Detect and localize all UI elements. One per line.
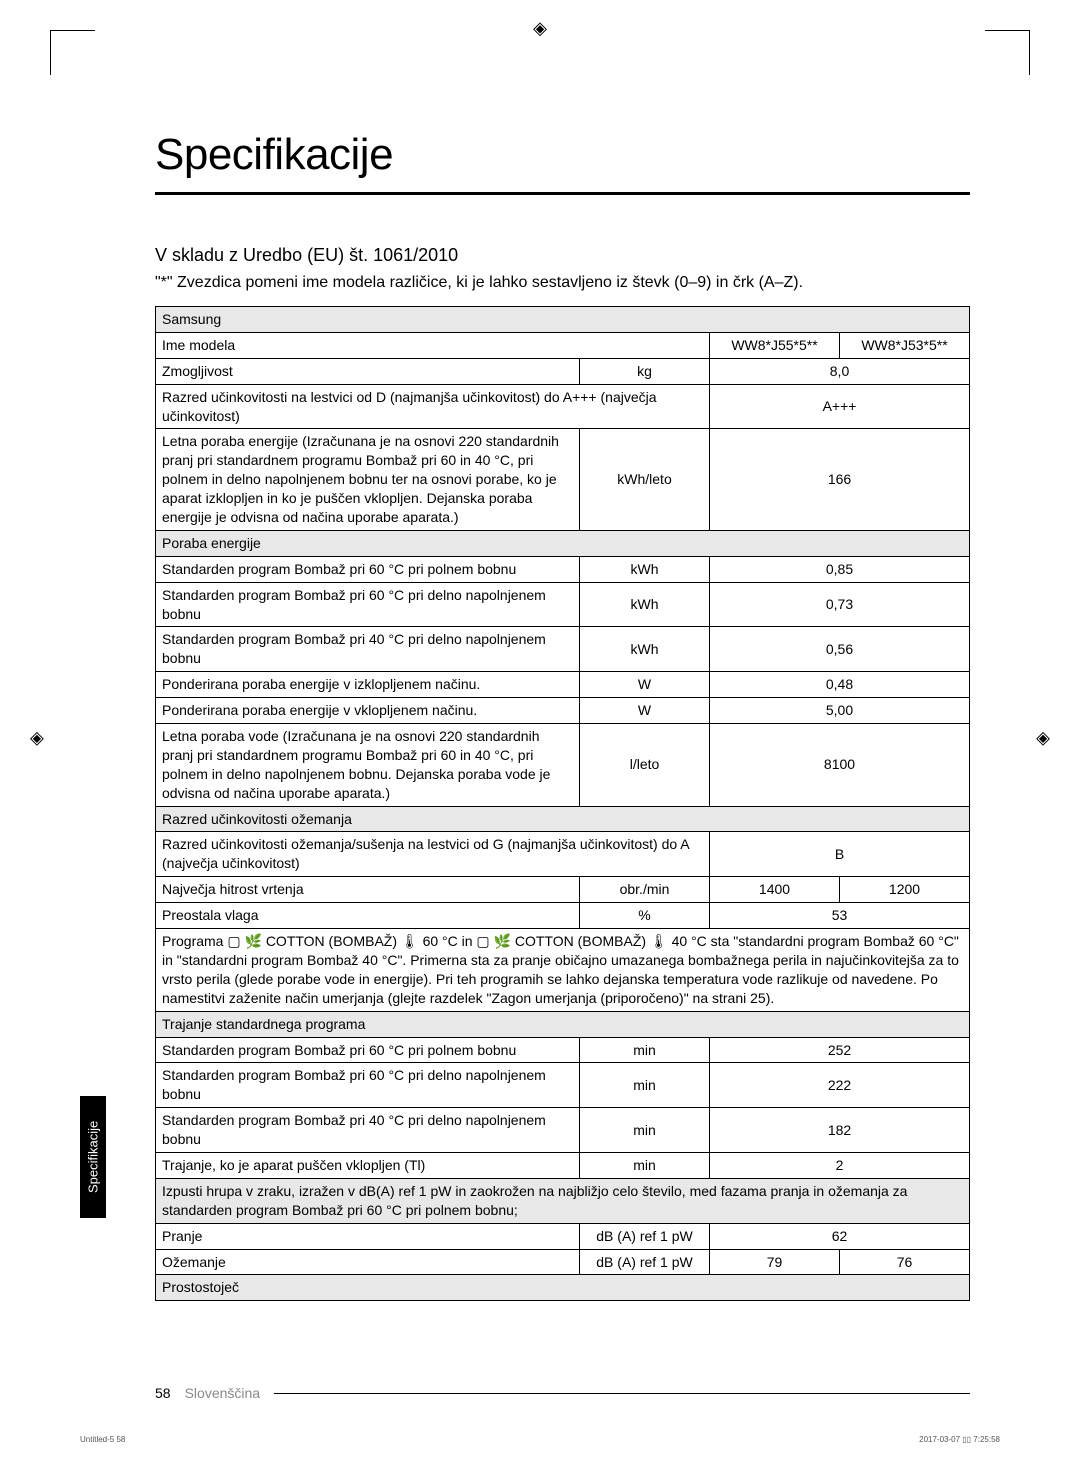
e2-unit: kWh — [580, 582, 710, 627]
e5-label: Ponderirana poraba energije v vklopljene… — [156, 698, 580, 724]
n1-value: 62 — [710, 1223, 970, 1249]
program-description: Programa ▢ 🌿 COTTON (BOMBAŽ) 🌡 60 °C in … — [156, 929, 970, 1012]
model-b: WW8*J53*5** — [840, 332, 970, 358]
model-label: Ime modela — [156, 332, 710, 358]
page-language: Slovenščina — [185, 1385, 261, 1401]
d4-label: Trajanje, ko je aparat puščen vklopljen … — [156, 1152, 580, 1178]
program-icon: ▢ 🌿 — [227, 933, 265, 949]
d1-label: Standarden program Bombaž pri 60 °C pri … — [156, 1037, 580, 1063]
n2-value-b: 76 — [840, 1249, 970, 1275]
water-unit: l/leto — [580, 724, 710, 807]
registration-mark-top: ◈ — [533, 18, 547, 39]
type-label: Prostostoječ — [156, 1275, 970, 1301]
e2-value: 0,73 — [710, 582, 970, 627]
crop-mark-tl — [50, 30, 95, 75]
moisture-label: Preostala vlaga — [156, 903, 580, 929]
brand-header: Samsung — [156, 307, 970, 333]
d2-label: Standarden program Bombaž pri 60 °C pri … — [156, 1063, 580, 1108]
spin-speed-b: 1200 — [840, 877, 970, 903]
e4-label: Ponderirana poraba energije v izklopljen… — [156, 672, 580, 698]
annual-energy-value: 166 — [710, 429, 970, 530]
energy-section-header: Poraba energije — [156, 530, 970, 556]
n1-unit: dB (A) ref 1 pW — [580, 1223, 710, 1249]
capacity-value: 8,0 — [710, 358, 970, 384]
spin-speed-unit: obr./min — [580, 877, 710, 903]
e5-unit: W — [580, 698, 710, 724]
water-value: 8100 — [710, 724, 970, 807]
page-number: 58 — [155, 1385, 171, 1401]
regulation-header: V skladu z Uredbo (EU) št. 1061/2010 — [155, 245, 970, 266]
noise-section-header: Izpusti hrupa v zraku, izražen v dB(A) r… — [156, 1178, 970, 1223]
spin-section-header: Razred učinkovitosti ožemanja — [156, 806, 970, 832]
annual-energy-unit: kWh/leto — [580, 429, 710, 530]
d4-value: 2 — [710, 1152, 970, 1178]
d2-value: 222 — [710, 1063, 970, 1108]
spin-class-label: Razred učinkovitosti ožemanja/sušenja na… — [156, 832, 710, 877]
temp-icon: 🌡 — [397, 933, 423, 949]
spin-speed-a: 1400 — [710, 877, 840, 903]
capacity-unit: kg — [580, 358, 710, 384]
d1-value: 252 — [710, 1037, 970, 1063]
print-footer-right: 2017-03-07 ▯▯ 7:25:58 — [919, 1435, 1000, 1444]
e3-value: 0,56 — [710, 627, 970, 672]
duration-section-header: Trajanje standardnega programa — [156, 1011, 970, 1037]
page-footer: 58 Slovenščina — [155, 1385, 970, 1401]
e1-unit: kWh — [580, 556, 710, 582]
d1-unit: min — [580, 1037, 710, 1063]
temp-icon: 🌡 — [646, 933, 672, 949]
d3-value: 182 — [710, 1108, 970, 1153]
page-title: Specifikacije — [155, 130, 970, 195]
d2-unit: min — [580, 1063, 710, 1108]
e1-label: Standarden program Bombaž pri 60 °C pri … — [156, 556, 580, 582]
n2-unit: dB (A) ref 1 pW — [580, 1249, 710, 1275]
n2-label: Ožemanje — [156, 1249, 580, 1275]
n2-value-a: 79 — [710, 1249, 840, 1275]
registration-mark-left: ◈ — [30, 728, 44, 749]
registration-mark-right: ◈ — [1036, 728, 1050, 749]
d4-unit: min — [580, 1152, 710, 1178]
e3-label: Standarden program Bombaž pri 40 °C pri … — [156, 627, 580, 672]
print-footer-left: Untitled-5 58 — [80, 1435, 125, 1444]
spin-class-value: B — [710, 832, 970, 877]
e2-label: Standarden program Bombaž pri 60 °C pri … — [156, 582, 580, 627]
d3-unit: min — [580, 1108, 710, 1153]
efficiency-class-value: A+++ — [710, 384, 970, 429]
water-label: Letna poraba vode (Izračunana je na osno… — [156, 724, 580, 807]
annual-energy-label: Letna poraba energije (Izračunana je na … — [156, 429, 580, 530]
program-icon: ▢ 🌿 — [476, 933, 514, 949]
moisture-unit: % — [580, 903, 710, 929]
efficiency-class-label: Razred učinkovitosti na lestvici od D (n… — [156, 384, 710, 429]
d3-label: Standarden program Bombaž pri 40 °C pri … — [156, 1108, 580, 1153]
e3-unit: kWh — [580, 627, 710, 672]
e4-unit: W — [580, 672, 710, 698]
footer-rule — [274, 1393, 970, 1394]
spin-speed-label: Največja hitrost vrtenja — [156, 877, 580, 903]
moisture-value: 53 — [710, 903, 970, 929]
e4-value: 0,48 — [710, 672, 970, 698]
n1-label: Pranje — [156, 1223, 580, 1249]
capacity-label: Zmogljivost — [156, 358, 580, 384]
model-a: WW8*J55*5** — [710, 332, 840, 358]
e5-value: 5,00 — [710, 698, 970, 724]
crop-mark-tr — [985, 30, 1030, 75]
side-section-tab: Specifikacije — [80, 1096, 106, 1218]
asterisk-note: "*" Zvezdica pomeni ime modela različice… — [155, 274, 970, 292]
specifications-table: Samsung Ime modela WW8*J55*5** WW8*J53*5… — [155, 306, 970, 1301]
e1-value: 0,85 — [710, 556, 970, 582]
